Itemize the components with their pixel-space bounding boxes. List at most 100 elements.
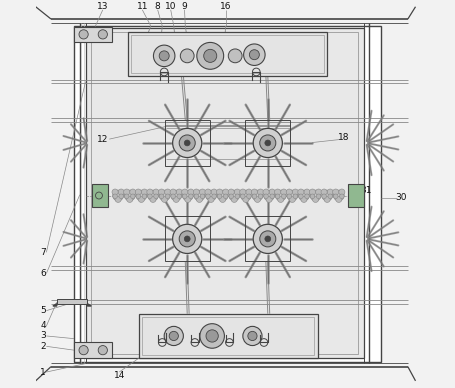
Circle shape xyxy=(229,190,240,201)
Circle shape xyxy=(241,190,251,201)
Circle shape xyxy=(165,194,170,199)
Circle shape xyxy=(206,194,210,199)
Circle shape xyxy=(289,196,295,203)
Circle shape xyxy=(305,194,309,199)
Circle shape xyxy=(124,189,130,195)
Circle shape xyxy=(336,196,342,203)
Circle shape xyxy=(264,190,274,201)
Circle shape xyxy=(115,196,121,203)
Circle shape xyxy=(98,30,107,39)
Circle shape xyxy=(252,194,257,199)
Circle shape xyxy=(185,196,191,203)
Circle shape xyxy=(211,189,217,195)
Circle shape xyxy=(282,194,286,199)
Circle shape xyxy=(260,231,276,247)
Circle shape xyxy=(328,194,333,199)
Circle shape xyxy=(265,236,271,242)
Circle shape xyxy=(316,189,322,195)
Polygon shape xyxy=(53,304,57,306)
Circle shape xyxy=(142,189,147,195)
Circle shape xyxy=(208,196,214,203)
Circle shape xyxy=(240,189,246,195)
Circle shape xyxy=(274,189,281,195)
Circle shape xyxy=(287,190,298,201)
Circle shape xyxy=(243,44,265,66)
Circle shape xyxy=(292,189,298,195)
Circle shape xyxy=(124,190,135,201)
Circle shape xyxy=(180,49,194,63)
Circle shape xyxy=(298,190,309,201)
Circle shape xyxy=(184,236,190,242)
Circle shape xyxy=(184,140,190,146)
Circle shape xyxy=(188,194,193,199)
Circle shape xyxy=(301,196,307,203)
Circle shape xyxy=(234,189,240,195)
Circle shape xyxy=(265,140,271,146)
Bar xyxy=(165,120,210,166)
Circle shape xyxy=(159,194,164,199)
Text: 12: 12 xyxy=(97,135,108,144)
Circle shape xyxy=(287,194,292,199)
Circle shape xyxy=(79,30,88,39)
Circle shape xyxy=(179,231,195,247)
Text: 10: 10 xyxy=(165,2,177,11)
Circle shape xyxy=(246,189,252,195)
Circle shape xyxy=(339,194,344,199)
Circle shape xyxy=(171,190,182,201)
Circle shape xyxy=(266,196,272,203)
Circle shape xyxy=(309,189,316,195)
Circle shape xyxy=(170,189,176,195)
Circle shape xyxy=(197,196,202,203)
Polygon shape xyxy=(87,304,91,306)
Bar xyxy=(74,27,112,42)
Circle shape xyxy=(179,135,195,151)
Bar xyxy=(349,184,364,207)
Circle shape xyxy=(200,324,224,348)
Circle shape xyxy=(162,196,167,203)
Circle shape xyxy=(113,190,123,201)
Circle shape xyxy=(206,330,218,342)
Text: 11: 11 xyxy=(136,2,148,11)
Circle shape xyxy=(253,128,283,158)
Bar xyxy=(74,26,381,362)
Circle shape xyxy=(322,194,326,199)
Circle shape xyxy=(147,189,153,195)
Circle shape xyxy=(131,194,135,199)
Circle shape xyxy=(222,189,229,195)
Circle shape xyxy=(231,196,238,203)
Circle shape xyxy=(212,194,217,199)
Circle shape xyxy=(298,194,303,199)
Circle shape xyxy=(260,135,276,151)
Circle shape xyxy=(322,190,333,201)
Circle shape xyxy=(188,189,194,195)
Circle shape xyxy=(147,190,158,201)
Circle shape xyxy=(154,194,158,199)
Circle shape xyxy=(310,190,321,201)
Circle shape xyxy=(263,189,269,195)
Text: 13: 13 xyxy=(97,2,109,11)
Circle shape xyxy=(182,189,188,195)
Circle shape xyxy=(153,189,159,195)
Circle shape xyxy=(321,189,327,195)
Circle shape xyxy=(228,49,242,63)
Circle shape xyxy=(264,194,268,199)
Circle shape xyxy=(298,189,304,195)
Bar xyxy=(165,216,210,262)
Bar xyxy=(74,343,112,358)
Circle shape xyxy=(136,190,147,201)
Text: 16: 16 xyxy=(220,2,231,11)
Circle shape xyxy=(135,189,142,195)
Circle shape xyxy=(278,196,284,203)
Circle shape xyxy=(249,50,259,60)
Circle shape xyxy=(194,194,199,199)
Circle shape xyxy=(182,190,193,201)
Circle shape xyxy=(281,189,287,195)
Circle shape xyxy=(119,194,123,199)
Circle shape xyxy=(275,194,280,199)
Circle shape xyxy=(252,190,263,201)
Bar xyxy=(91,32,358,354)
Circle shape xyxy=(176,189,182,195)
Circle shape xyxy=(304,189,310,195)
Circle shape xyxy=(142,194,147,199)
Circle shape xyxy=(228,189,234,195)
